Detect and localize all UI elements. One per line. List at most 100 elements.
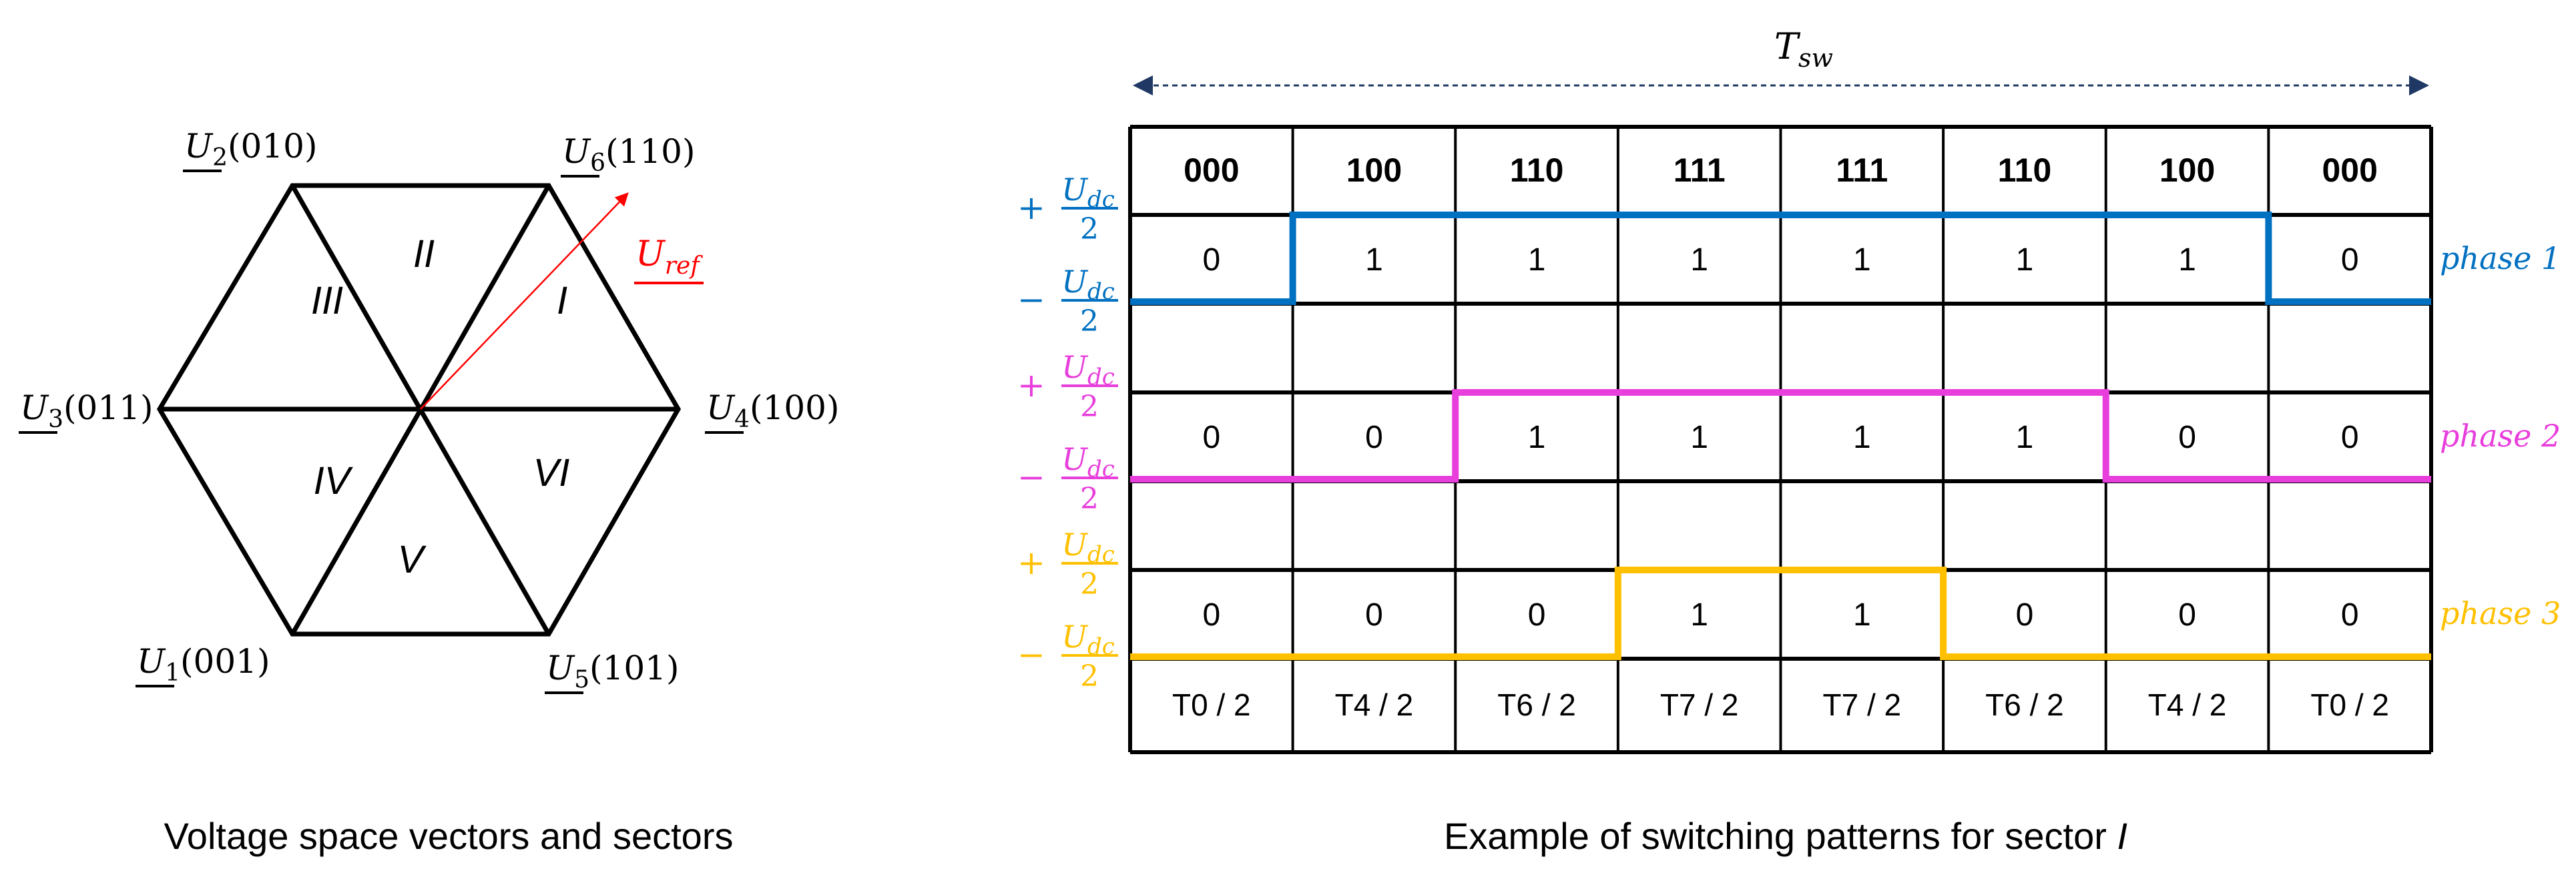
- vector-labels: U2(010) U6(110) U3(011) U4(100) U1(001) U5(10…: [19, 127, 840, 694]
- time-cell: T0 / 2: [1172, 687, 1251, 722]
- switch-state-cell: 0: [1202, 420, 1220, 455]
- left-caption: Voltage space vectors and sectors: [164, 815, 734, 857]
- switch-state-cell: 1: [1853, 420, 1871, 455]
- phase-1-waveform: [1130, 212, 2431, 305]
- time-cell: T4 / 2: [2148, 687, 2227, 722]
- sector-divider: [290, 184, 551, 635]
- numerator: Udc: [1061, 441, 1115, 483]
- denominator: 2: [1080, 304, 1099, 338]
- sector-label: II: [413, 232, 435, 276]
- state-header-cell: 100: [1346, 152, 1402, 189]
- time-cell: T6 / 2: [1985, 687, 2064, 722]
- switch-state-cell: 0: [2016, 597, 2034, 633]
- right-caption: Example of switching patterns for sector…: [1444, 815, 2127, 857]
- numerator: Udc: [1061, 349, 1115, 390]
- vector-label-u2: U2(010): [183, 127, 318, 172]
- sign: +: [1017, 543, 1045, 582]
- switch-state-cell: 0: [1528, 597, 1546, 633]
- denominator: 2: [1080, 212, 1099, 246]
- switch-state-cell: 1: [1853, 597, 1871, 633]
- switch-state-cell: 0: [1202, 597, 1220, 633]
- phase-3-label: phase 3: [2440, 595, 2561, 631]
- switch-state-cell: 0: [2341, 597, 2359, 633]
- sector-label: VI: [533, 451, 570, 495]
- vector-label-u3: U3(011): [19, 388, 154, 434]
- phase-3-waveform: [1130, 567, 2431, 660]
- sign: +: [1017, 366, 1045, 404]
- switch-state-cell: 1: [2016, 242, 2034, 278]
- time-cell: T0 / 2: [2310, 687, 2389, 722]
- state-header-cell: 000: [1184, 152, 1239, 189]
- reference-text: Uref: [635, 234, 703, 280]
- switch-state-cell: 1: [2016, 420, 2034, 455]
- denominator: 2: [1080, 482, 1099, 516]
- state-header-cell: 100: [2159, 152, 2215, 189]
- phase-2-waveform: [1130, 389, 2431, 483]
- time-cell: T4 / 2: [1335, 687, 1414, 722]
- sign: +: [1017, 188, 1045, 227]
- reference-vector-label: Uref: [634, 234, 704, 284]
- vector-label-u4: U4(100): [705, 388, 840, 434]
- switch-state-cell: 1: [1528, 242, 1546, 278]
- sector-label: IV: [314, 459, 354, 503]
- state-header-cell: 111: [1673, 152, 1726, 189]
- reference-vector-arrow: [420, 192, 629, 410]
- vector-text: U6(110): [562, 132, 696, 177]
- numerator: Udc: [1061, 619, 1115, 660]
- phase-2-label: phase 2: [2440, 418, 2561, 454]
- vector-label-u6: U6(110): [561, 132, 696, 178]
- denominator: 2: [1080, 659, 1099, 693]
- sector-label: III: [311, 279, 343, 322]
- switch-state-cell: 1: [2178, 242, 2196, 278]
- switch-state-cell: 0: [2341, 242, 2359, 278]
- switch-state-cell: 1: [1690, 242, 1708, 278]
- switch-state-cell: 0: [2341, 420, 2359, 455]
- denominator: 2: [1080, 390, 1099, 424]
- phase-1-label: phase 1: [2440, 240, 2561, 276]
- switch-state-cell: 0: [2178, 420, 2196, 455]
- vector-text: U4(100): [706, 388, 840, 433]
- switch-state-cell: 1: [1365, 242, 1383, 278]
- sign: −: [1017, 280, 1045, 319]
- vector-text: U3(011): [20, 388, 154, 433]
- sector-label: V: [398, 538, 427, 581]
- state-header-cell: 110: [1998, 152, 2052, 189]
- sector-label: I: [557, 279, 567, 322]
- state-header-cell: 000: [2322, 152, 2377, 189]
- numerator: Udc: [1061, 527, 1115, 568]
- denominator: 2: [1080, 567, 1099, 601]
- switch-state-cell: 0: [2178, 597, 2196, 633]
- time-cell: T7 / 2: [1660, 687, 1739, 722]
- switch-state-cell: 1: [1853, 242, 1871, 278]
- switch-state-cell: 0: [1365, 420, 1383, 455]
- switch-state-cell: 0: [1365, 597, 1383, 633]
- vector-label-u5: U5(101): [545, 649, 680, 694]
- space-vector-hexagon: [156, 183, 682, 637]
- vector-text: U2(010): [184, 127, 318, 172]
- vector-text: U5(101): [546, 649, 680, 693]
- switch-state-cell: 0: [1202, 242, 1220, 278]
- period-label: Tsw: [1774, 25, 1833, 73]
- switch-state-cell: 1: [1690, 597, 1708, 633]
- numerator: Udc: [1061, 264, 1115, 305]
- vector-text: U1(001): [137, 642, 270, 687]
- switch-state-cell: 1: [1528, 420, 1546, 455]
- phase-waveforms: phase 1 phase 2 phase 3: [1130, 212, 2561, 660]
- time-cell: T7 / 2: [1823, 687, 1902, 722]
- numerator: Udc: [1061, 172, 1115, 213]
- sign: −: [1017, 635, 1045, 674]
- time-cell: T6 / 2: [1497, 687, 1576, 722]
- sign: −: [1017, 458, 1045, 497]
- state-header-cell: 111: [1836, 152, 1888, 189]
- switch-state-cell: 1: [1690, 420, 1708, 455]
- vector-label-u1: U1(001): [136, 642, 270, 687]
